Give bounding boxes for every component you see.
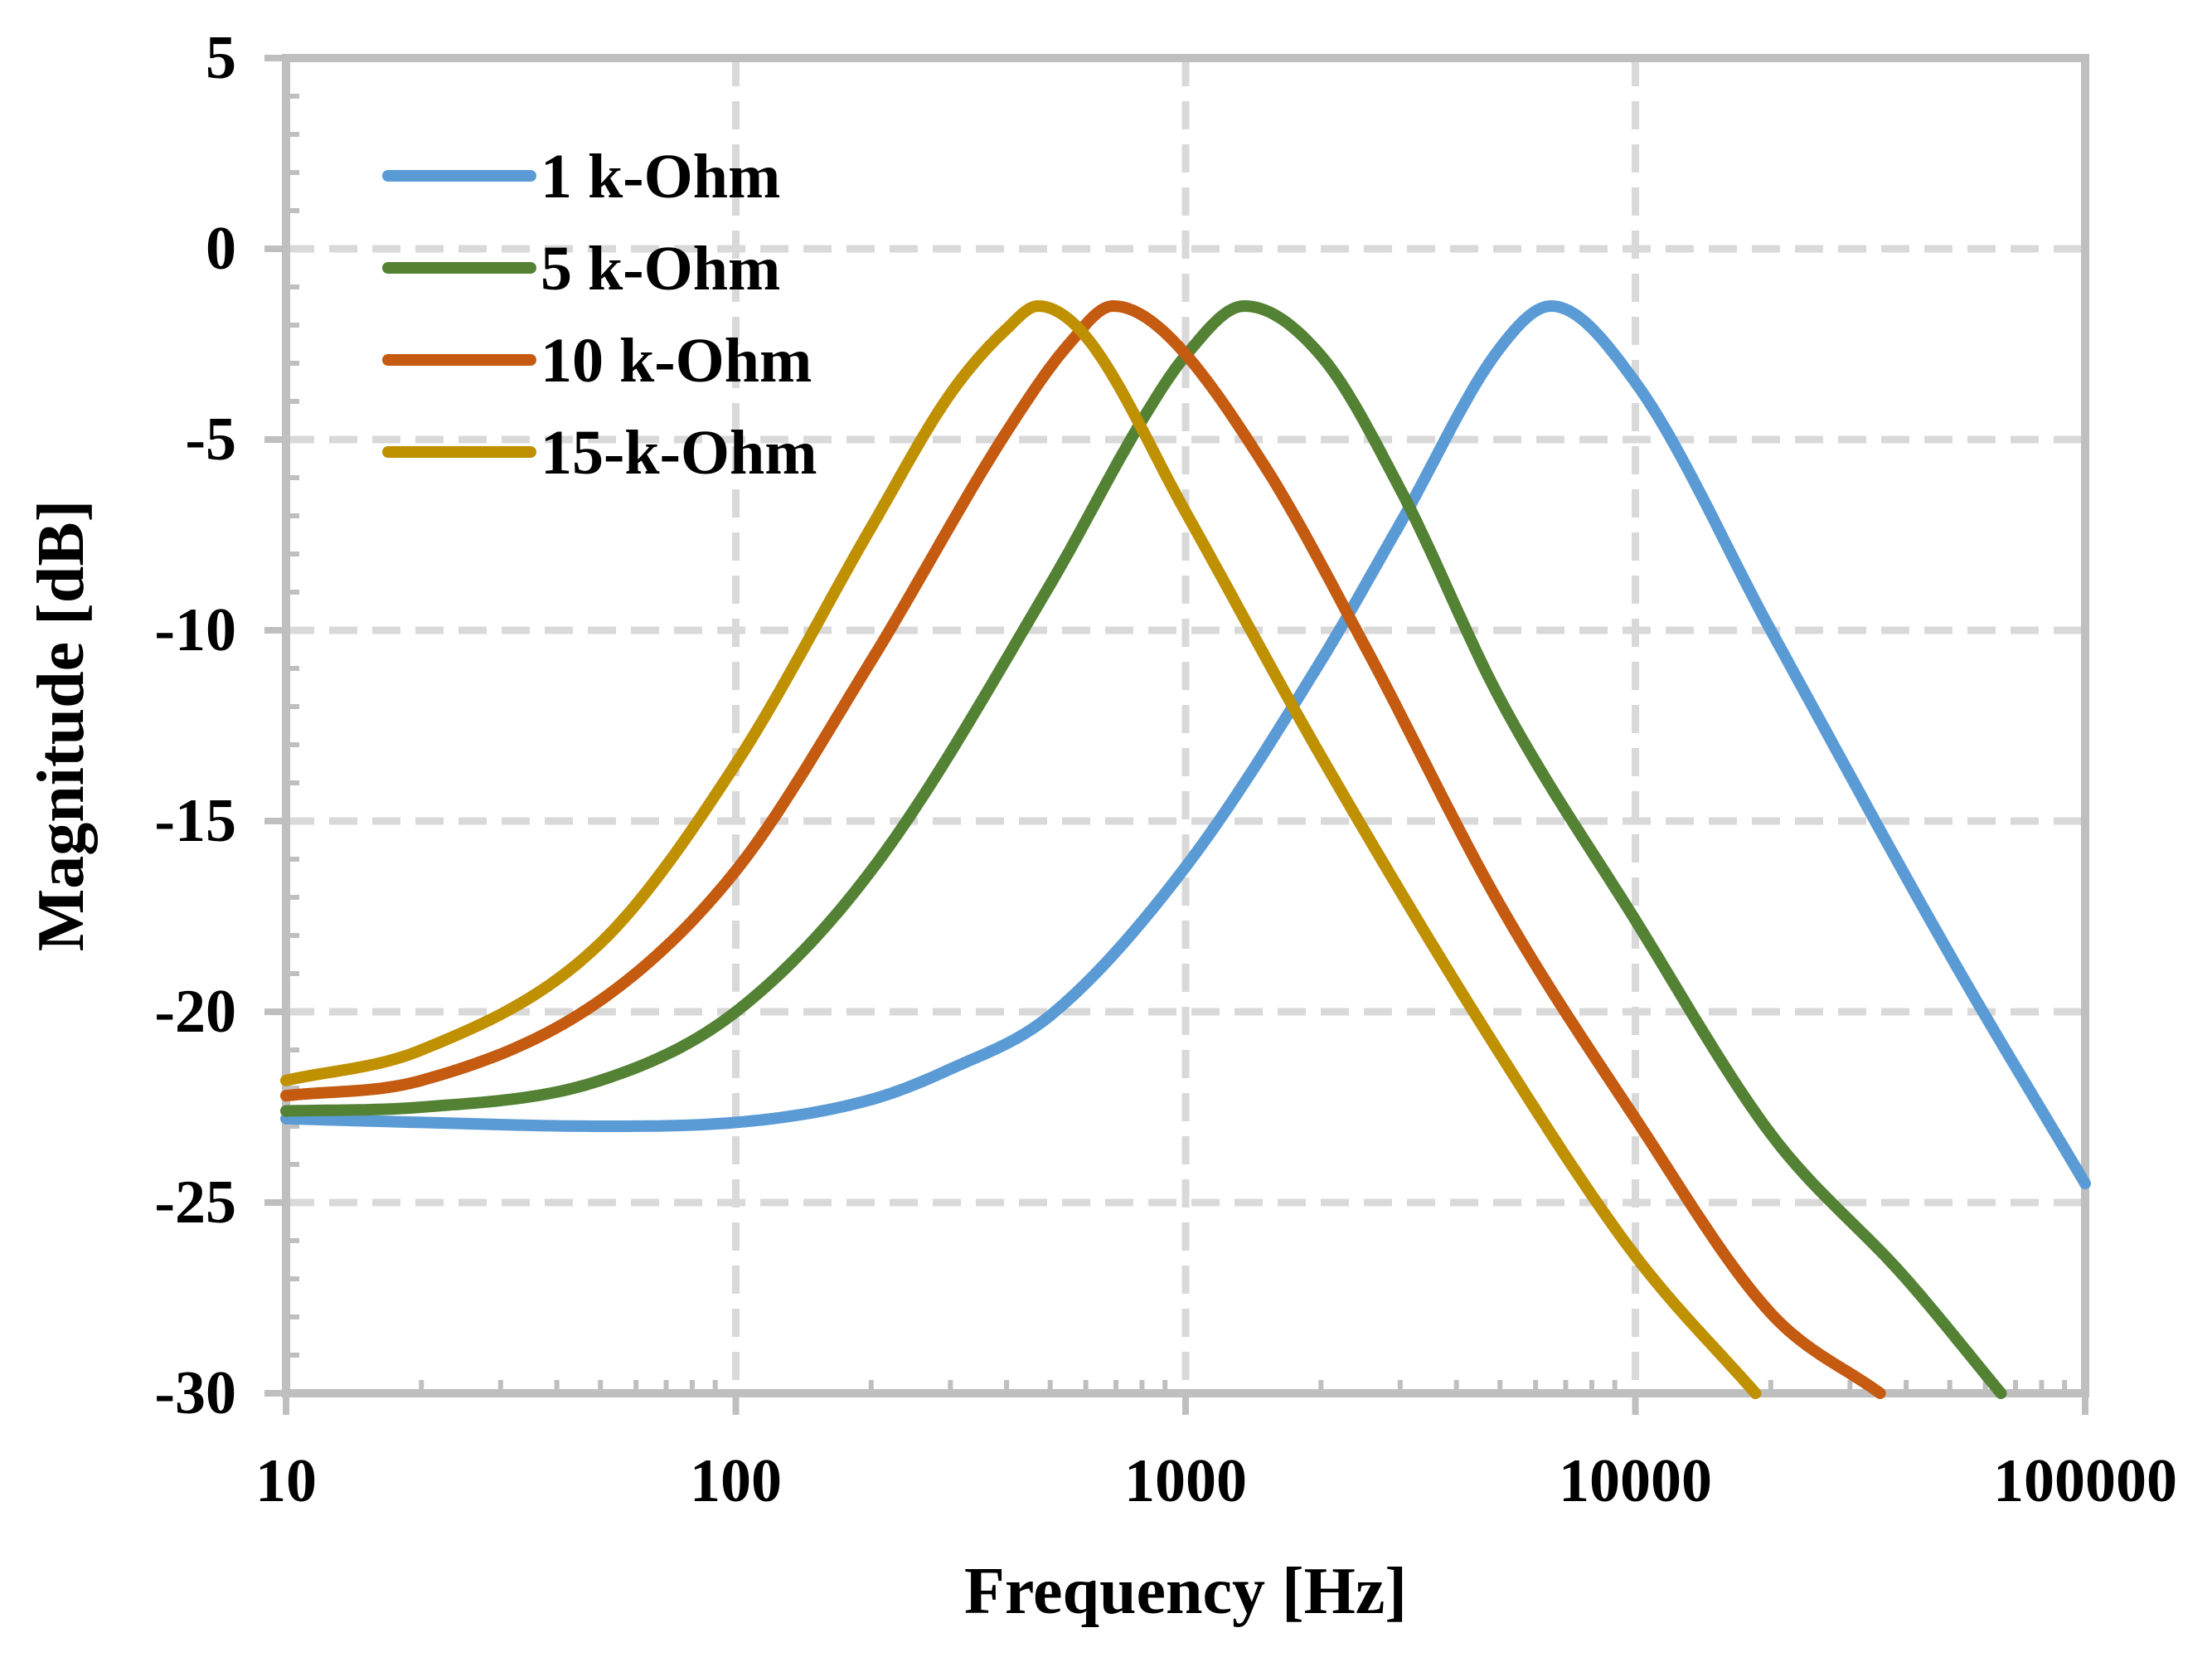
y-tick-label: -5 xyxy=(185,406,236,474)
series-lines xyxy=(280,300,2091,1399)
y-tick-label: -20 xyxy=(154,978,236,1046)
y-tick-label: -10 xyxy=(154,596,236,664)
legend-label: 1 k-Ohm xyxy=(541,142,780,211)
x-tick-label: 10000 xyxy=(1559,1447,1712,1515)
grid xyxy=(286,58,2085,1393)
legend-label: 5 k-Ohm xyxy=(541,234,780,304)
legend: 1 k-Ohm 5 k-Ohm 10 k-Ohm 15-k-Ohm xyxy=(382,142,817,488)
y-tick-label: 5 xyxy=(206,24,236,92)
x-tick-label: 100000 xyxy=(1993,1447,2177,1515)
series-line-3 xyxy=(280,300,1886,1399)
x-tick-label: 1000 xyxy=(1124,1447,1247,1515)
x-tick-labels: 10 100 1000 10000 100000 xyxy=(255,1447,2177,1515)
x-tick-label: 100 xyxy=(690,1447,782,1515)
x-axis-title: Frequency [Hz] xyxy=(964,1555,1407,1628)
legend-label: 10 k-Ohm xyxy=(541,326,812,396)
plot-area-border xyxy=(282,54,2089,1397)
series-line-2 xyxy=(280,300,2007,1399)
series-line-1 xyxy=(280,300,2091,1189)
y-tick-label: -25 xyxy=(154,1169,236,1237)
x-tick-label: 10 xyxy=(255,1447,317,1515)
series-line-4 xyxy=(280,300,1762,1399)
legend-label: 15-k-Ohm xyxy=(541,418,817,488)
y-tick-label: -30 xyxy=(154,1359,236,1427)
y-tick-label: 0 xyxy=(206,215,236,283)
y-tick-label: -15 xyxy=(154,787,236,855)
minor-ticks xyxy=(264,55,2088,1415)
y-tick-labels: 5 0 -5 -10 -15 -20 -25 -30 xyxy=(154,24,236,1427)
y-axis-title: Magnitude [dB] xyxy=(25,500,98,952)
